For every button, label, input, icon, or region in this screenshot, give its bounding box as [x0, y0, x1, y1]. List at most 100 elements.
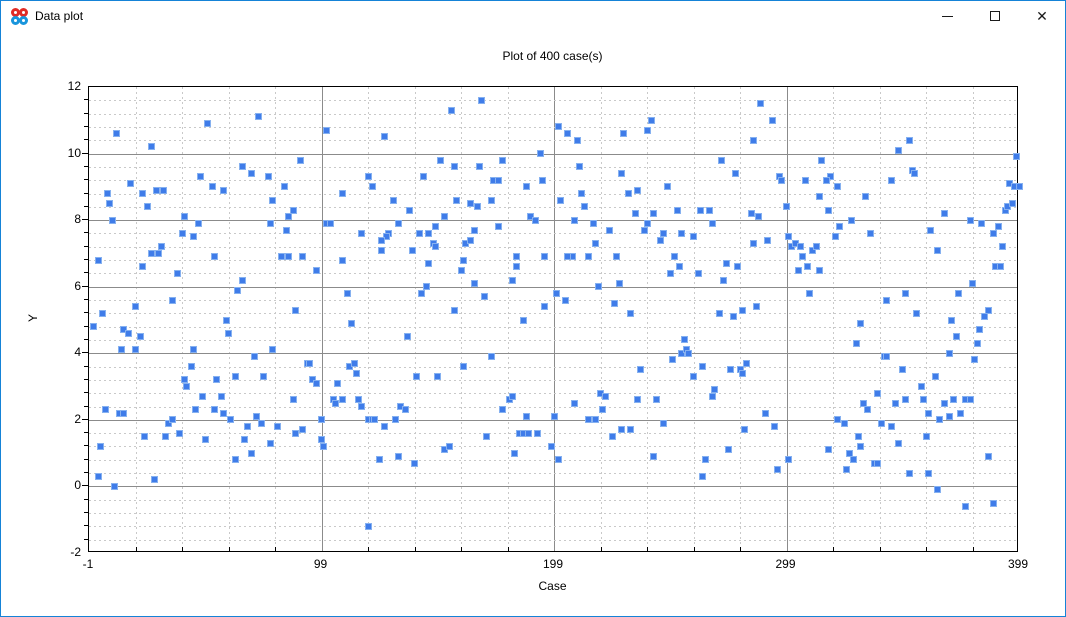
y-tick [84, 512, 88, 513]
data-point [358, 403, 365, 410]
y-major-gridline [89, 420, 1017, 421]
data-point [467, 237, 474, 244]
y-axis-title: Y [26, 314, 40, 323]
y-tick [84, 299, 88, 300]
data-point [799, 253, 806, 260]
data-point [711, 386, 718, 393]
data-point [509, 393, 516, 400]
data-point [867, 230, 874, 237]
data-point [1016, 183, 1023, 190]
data-point [509, 277, 516, 284]
data-point [297, 157, 304, 164]
data-point [969, 280, 976, 287]
data-point [718, 157, 725, 164]
y-minor-gridline [89, 380, 1017, 381]
x-minor-gridline [368, 87, 369, 551]
data-point [846, 450, 853, 457]
y-minor-gridline [89, 433, 1017, 434]
data-point [420, 173, 427, 180]
data-point [813, 243, 820, 250]
data-point [620, 130, 627, 137]
data-point [699, 363, 706, 370]
data-point [97, 443, 104, 450]
data-point [934, 247, 941, 254]
data-point [669, 356, 676, 363]
data-point [750, 137, 757, 144]
app-icon [11, 8, 28, 25]
data-point [764, 237, 771, 244]
data-point [199, 393, 206, 400]
y-tick-label: 2 [74, 411, 81, 426]
data-point [706, 207, 713, 214]
data-point [739, 307, 746, 314]
data-point [850, 456, 857, 463]
y-tick [82, 153, 88, 154]
data-point [660, 230, 667, 237]
minimize-button[interactable] [924, 1, 971, 31]
y-tick [84, 246, 88, 247]
data-point [139, 190, 146, 197]
maximize-button[interactable] [971, 1, 1018, 31]
data-point [174, 270, 181, 277]
x-tick [182, 547, 183, 551]
data-point [699, 473, 706, 480]
data-point [232, 456, 239, 463]
data-point [378, 247, 385, 254]
data-point [637, 366, 644, 373]
data-point [697, 207, 704, 214]
x-minor-gridline [461, 87, 462, 551]
data-point [985, 453, 992, 460]
data-point [211, 253, 218, 260]
data-point [213, 376, 220, 383]
data-point [274, 423, 281, 430]
y-tick [82, 352, 88, 353]
data-point [855, 433, 862, 440]
y-tick [84, 432, 88, 433]
data-point [99, 310, 106, 317]
y-tick [84, 193, 88, 194]
x-minor-gridline [880, 87, 881, 551]
data-point [188, 363, 195, 370]
data-point [634, 187, 641, 194]
data-point [339, 190, 346, 197]
data-point [611, 300, 618, 307]
data-point [971, 356, 978, 363]
data-point [783, 203, 790, 210]
data-point [109, 217, 116, 224]
data-point [902, 396, 909, 403]
data-point [418, 290, 425, 297]
x-tick [229, 547, 230, 551]
y-minor-gridline [89, 167, 1017, 168]
data-point [902, 290, 909, 297]
x-tick-label: 99 [313, 557, 328, 571]
data-point [911, 170, 918, 177]
data-point [953, 333, 960, 340]
data-point [285, 253, 292, 260]
maximize-icon [989, 11, 1000, 21]
data-point [234, 287, 241, 294]
y-minor-gridline [89, 313, 1017, 314]
data-point [825, 207, 832, 214]
data-point [878, 420, 885, 427]
data-point [192, 406, 199, 413]
data-point [453, 197, 460, 204]
data-point [613, 253, 620, 260]
close-button[interactable]: ✕ [1018, 1, 1066, 31]
data-point [595, 283, 602, 290]
data-point [406, 207, 413, 214]
data-point [804, 263, 811, 270]
data-point [667, 270, 674, 277]
data-point [541, 303, 548, 310]
y-tick [84, 259, 88, 260]
data-point [955, 290, 962, 297]
data-point [239, 163, 246, 170]
data-point [409, 247, 416, 254]
y-minor-gridline [89, 513, 1017, 514]
data-point [423, 283, 430, 290]
x-tick [508, 547, 509, 551]
data-point [962, 503, 969, 510]
data-point [750, 240, 757, 247]
red-ring-icon [11, 8, 20, 17]
data-point [488, 197, 495, 204]
y-tick [84, 472, 88, 473]
